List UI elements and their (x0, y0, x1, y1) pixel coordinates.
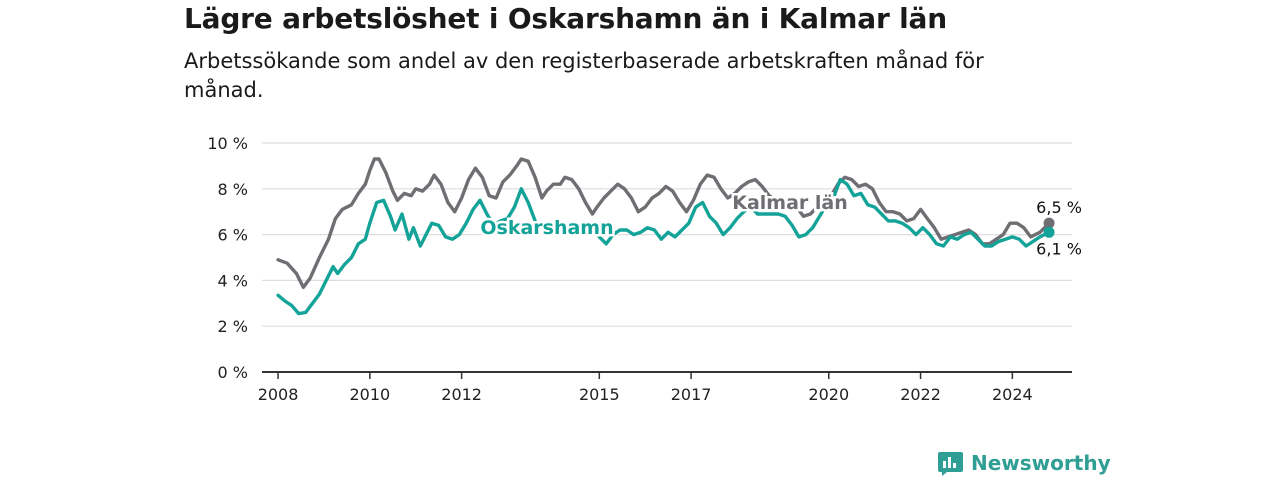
x-tick-label: 2024 (992, 385, 1033, 404)
page-title: Lägre arbetslöshet i Oskarshamn än i Kal… (184, 2, 947, 35)
kalmar-lan-series-label: Kalmar län (732, 192, 848, 214)
y-axis-tick-labels: 0 % 2 % 4 % 6 % 8 % 10 % (207, 134, 248, 382)
series-labels: 6,5 % Kalmar län 6,1 % Oskarshamn (478, 190, 1084, 261)
x-axis: 2008 2010 2012 2015 2017 2020 2022 2024 (258, 371, 1072, 404)
oskarshamn-end-label: 6,1 % (1036, 239, 1082, 258)
page-subtitle: Arbetssökande som andel av den registerb… (184, 49, 984, 102)
y-tick-label: 8 % (218, 180, 248, 199)
y-tick-label: 4 % (218, 271, 248, 290)
x-tick-label: 2008 (258, 385, 299, 404)
x-tick-label: 2022 (900, 385, 941, 404)
x-tick-label: 2020 (808, 385, 849, 404)
y-tick-label: 0 % (218, 363, 248, 382)
y-tick-label: 6 % (218, 226, 248, 245)
x-tick-label: 2012 (441, 385, 482, 404)
newsworthy-logo: Newsworthy (937, 447, 1111, 479)
x-tick-label: 2015 (579, 385, 620, 404)
kalmar-lan-end-dot (1043, 217, 1055, 229)
x-tick-label: 2017 (671, 385, 712, 404)
oskarshamn-end-dot (1043, 226, 1055, 238)
logo-text: Newsworthy (971, 451, 1111, 475)
newsworthy-chart-icon (938, 451, 963, 476)
kalmar-lan-line (276, 157, 1051, 289)
series-lines (276, 157, 1055, 316)
oskarshamn-series-label: Oskarshamn (480, 217, 613, 239)
y-tick-label: 2 % (218, 317, 248, 336)
x-tick-label: 2010 (349, 385, 390, 404)
line-chart: 0 % 2 % 4 % 6 % 8 % 10 % 2008 2010 2012 2015 2017… (207, 134, 1084, 404)
oskarshamn-line (276, 177, 1051, 316)
kalmar-lan-end-label: 6,5 % (1036, 198, 1082, 217)
y-tick-label: 10 % (207, 134, 248, 153)
